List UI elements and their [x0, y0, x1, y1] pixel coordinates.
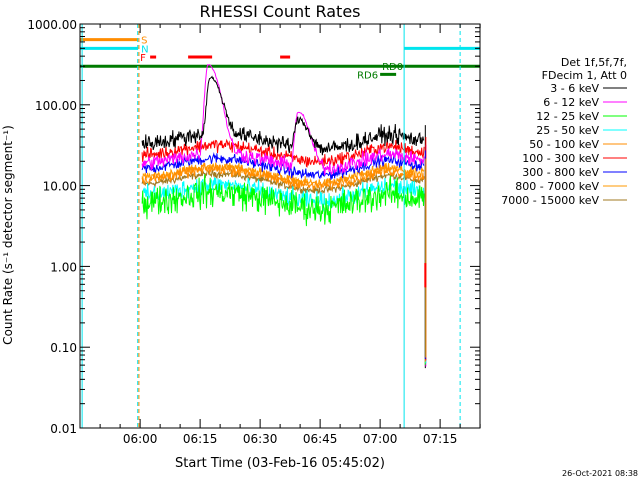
- y-tick-label: 100.00: [35, 99, 77, 113]
- x-tick-label: 06:15: [183, 432, 218, 446]
- footer-timestamp: 26-Oct-2021 08:38: [562, 469, 638, 478]
- flag-label-rd0: RD0: [382, 62, 403, 73]
- y-axis-label: Count Rate (s⁻¹ detector segment⁻¹): [1, 125, 15, 345]
- legend-label: 12 - 25 keV: [536, 110, 599, 123]
- flag-label-n: N: [141, 44, 148, 55]
- legend-label: 300 - 800 keV: [522, 166, 599, 179]
- y-tick-label: 0.10: [50, 341, 77, 355]
- x-tick-label: 07:00: [363, 432, 398, 446]
- series-line: [141, 177, 425, 212]
- legend-header: Det 1f,5f,7f,: [561, 56, 627, 69]
- plot-frame: [79, 23, 481, 429]
- legend-label: 7000 - 15000 keV: [501, 194, 599, 207]
- x-tick-label: 06:00: [123, 432, 158, 446]
- x-tick-label: 06:45: [303, 432, 338, 446]
- axes: 0.01 0.10 1.00 10.00 100.00 1000.00 06:00 06:15…: [27, 18, 481, 446]
- series-line: [141, 64, 425, 176]
- legend-label: 3 - 6 keV: [550, 82, 599, 95]
- flag-label-rd6: RD6: [357, 70, 378, 81]
- series-line: [141, 162, 425, 192]
- x-tick-label: 07:15: [423, 432, 458, 446]
- x-tick-label: 06:30: [243, 432, 278, 446]
- legend-label: 50 - 100 keV: [529, 138, 599, 151]
- y-tick-label: 1000.00: [27, 18, 77, 32]
- time-markers: [81, 24, 461, 428]
- series-line: [141, 138, 425, 168]
- flag-bars: SNF RD0 RD6: [80, 36, 480, 81]
- legend-label: 100 - 300 keV: [522, 152, 599, 165]
- flag-label-s: S: [141, 36, 147, 47]
- legend-header: FDecim 1, Att 0: [542, 69, 627, 82]
- y-tick-label: 10.00: [43, 180, 77, 194]
- chart-title: RHESSI Count Rates: [200, 2, 361, 21]
- y-tick-label: 0.01: [50, 422, 77, 436]
- x-axis-label: Start Time (03-Feb-16 05:45:02): [175, 456, 385, 471]
- legend-label: 6 - 12 keV: [543, 96, 599, 109]
- flag-label-f: F: [140, 53, 146, 64]
- series-line: [141, 75, 425, 156]
- y-tick-label: 1.00: [50, 260, 77, 274]
- series-lines: [141, 64, 427, 369]
- series-line: [141, 174, 425, 227]
- legend-label: 25 - 50 keV: [536, 124, 599, 137]
- legend-label: 800 - 7000 keV: [515, 180, 599, 193]
